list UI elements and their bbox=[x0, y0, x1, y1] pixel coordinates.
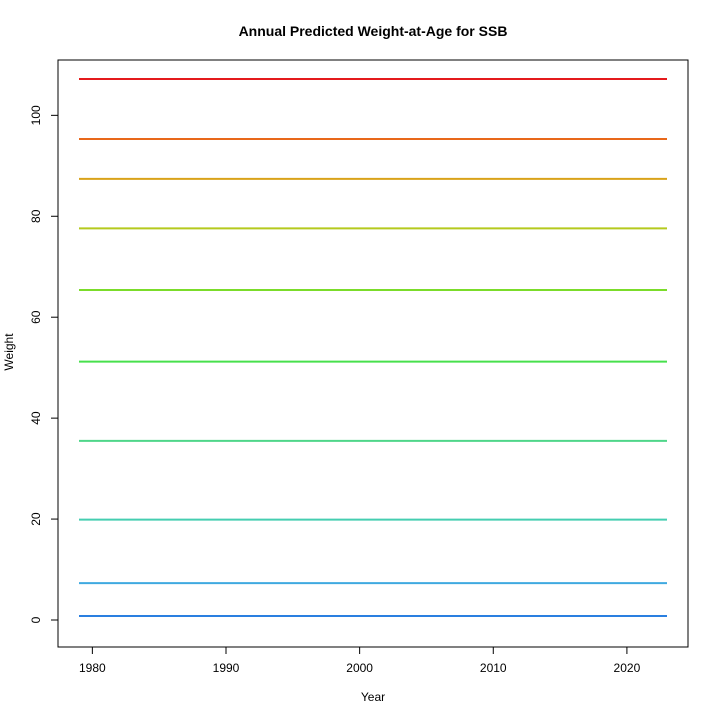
y-tick-label: 40 bbox=[29, 411, 43, 425]
series-group bbox=[79, 78, 667, 617]
x-tick-label: 1990 bbox=[213, 661, 240, 675]
y-tick-label: 100 bbox=[29, 105, 43, 125]
x-tick-label: 2010 bbox=[480, 661, 507, 675]
y-axis-label: Weight bbox=[2, 333, 16, 371]
x-tick-label: 1980 bbox=[79, 661, 106, 675]
y-tick-label: 80 bbox=[29, 209, 43, 223]
y-axis: 0 20 40 60 80 100 bbox=[29, 105, 58, 623]
y-tick-label: 0 bbox=[29, 616, 43, 623]
y-tick-label: 20 bbox=[29, 512, 43, 526]
x-axis: 1980 1990 2000 2010 2020 bbox=[79, 647, 641, 675]
y-tick-label: 60 bbox=[29, 310, 43, 324]
x-axis-label: Year bbox=[361, 690, 385, 704]
x-tick-label: 2020 bbox=[614, 661, 641, 675]
x-tick-label: 2000 bbox=[346, 661, 373, 675]
chart-title: Annual Predicted Weight-at-Age for SSB bbox=[239, 23, 508, 39]
plot-frame bbox=[57, 59, 689, 648]
